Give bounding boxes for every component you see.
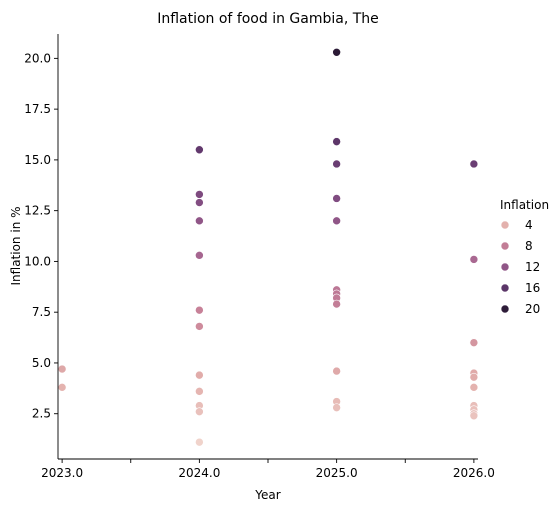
x-tick-label: 2023.0 — [41, 466, 83, 480]
data-point — [195, 190, 204, 199]
legend-entries: 4 8 12 16 20 — [500, 218, 540, 316]
data-point — [195, 251, 204, 260]
legend-marker — [500, 262, 510, 272]
data-point — [469, 411, 479, 421]
legend: Inflation 4 8 12 16 20 — [500, 198, 549, 316]
data-point — [195, 322, 204, 331]
data-point — [57, 383, 67, 392]
x-tick-label: 2025.0 — [316, 466, 358, 480]
data-point — [469, 372, 479, 382]
legend-marker — [500, 241, 510, 251]
data-point — [195, 437, 204, 447]
data-point — [332, 299, 341, 309]
data-point — [469, 159, 479, 169]
y-tick-label: 12.5 — [24, 204, 51, 218]
data-point — [332, 137, 341, 146]
data-point — [332, 366, 341, 376]
legend-marker — [500, 283, 510, 293]
data-point — [469, 383, 479, 392]
data-point — [195, 305, 204, 315]
legend-label: 16 — [525, 281, 540, 295]
y-tick-label: 10.0 — [24, 254, 51, 268]
data-point — [332, 403, 341, 412]
legend-title: Inflation — [500, 198, 549, 212]
legend-label: 4 — [525, 218, 533, 232]
x-ticks: 2023.0 2024.0 2025.0 2026.0 — [41, 459, 495, 480]
data-point — [57, 364, 67, 374]
data-point — [195, 387, 204, 396]
y-ticks: 2.5 5.0 7.5 10.0 12.5 15.0 17.5 20.0 — [24, 51, 58, 421]
points-layer — [57, 47, 479, 447]
legend-marker — [500, 220, 510, 230]
y-tick-label: 7.5 — [32, 305, 51, 319]
y-tick-label: 5.0 — [32, 356, 51, 370]
chart-title: Inflation of food in Gambia, The — [157, 11, 379, 27]
y-axis-label: Inflation in % — [9, 206, 23, 285]
x-tick-label: 2024.0 — [178, 466, 220, 480]
x-tick-label: 2026.0 — [453, 466, 495, 480]
data-point — [332, 47, 341, 57]
data-point — [332, 216, 341, 226]
x-axis-label: Year — [254, 488, 280, 502]
data-point — [195, 216, 204, 226]
y-tick-label: 17.5 — [24, 102, 51, 116]
axes: 2023.0 2024.0 2025.0 2026.0 2.5 5.0 7.5 10.0 12… — [24, 34, 495, 480]
y-tick-label: 20.0 — [24, 51, 51, 65]
legend-label: 8 — [525, 239, 533, 253]
y-tick-label: 15.0 — [24, 153, 51, 167]
y-tick-label: 2.5 — [32, 407, 51, 421]
data-point — [195, 198, 204, 207]
data-point — [195, 370, 204, 380]
data-point — [469, 255, 479, 264]
data-point — [195, 145, 204, 155]
legend-label: 20 — [525, 302, 540, 316]
data-point — [332, 194, 341, 203]
legend-marker — [500, 304, 510, 314]
data-point — [469, 338, 479, 347]
legend-label: 12 — [525, 260, 540, 274]
data-point — [195, 407, 204, 416]
data-point — [332, 159, 341, 169]
